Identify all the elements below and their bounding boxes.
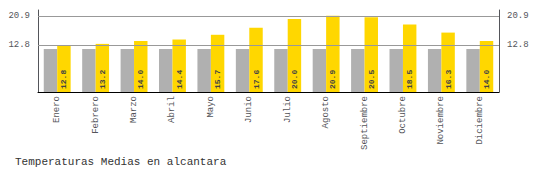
svg-text:Octubre: Octubre	[398, 96, 408, 134]
svg-text:Temperaturas Medias en alcanta: Temperaturas Medias en alcantara	[15, 156, 227, 168]
svg-text:12.8: 12.8	[8, 40, 30, 50]
svg-text:Mayo: Mayo	[206, 96, 216, 118]
svg-text:Noviembre: Noviembre	[436, 96, 446, 145]
svg-text:17.6: 17.6	[252, 70, 261, 89]
svg-text:Junio: Junio	[244, 96, 254, 123]
svg-text:20.0: 20.0	[290, 70, 299, 89]
svg-text:Diciembre: Diciembre	[475, 96, 485, 145]
svg-text:20.9: 20.9	[507, 11, 529, 21]
svg-text:Marzo: Marzo	[129, 96, 139, 123]
svg-text:20.9: 20.9	[8, 11, 30, 21]
svg-text:20.5: 20.5	[367, 70, 376, 89]
svg-text:Abril: Abril	[167, 96, 177, 123]
svg-text:Febrero: Febrero	[91, 96, 101, 134]
svg-text:13.2: 13.2	[98, 70, 107, 89]
svg-text:16.3: 16.3	[444, 70, 453, 89]
svg-text:Enero: Enero	[52, 96, 62, 123]
svg-text:12.8: 12.8	[507, 40, 529, 50]
svg-text:14.4: 14.4	[175, 70, 184, 89]
svg-text:14.0: 14.0	[136, 70, 145, 89]
svg-text:12.8: 12.8	[59, 70, 68, 89]
svg-text:15.7: 15.7	[213, 70, 222, 89]
svg-text:Julio: Julio	[283, 96, 293, 123]
svg-text:18.5: 18.5	[405, 70, 414, 89]
svg-text:14.0: 14.0	[482, 70, 491, 89]
svg-text:20.9: 20.9	[328, 70, 337, 89]
svg-text:Agosto: Agosto	[321, 96, 331, 128]
svg-text:Septiembre: Septiembre	[360, 96, 370, 150]
